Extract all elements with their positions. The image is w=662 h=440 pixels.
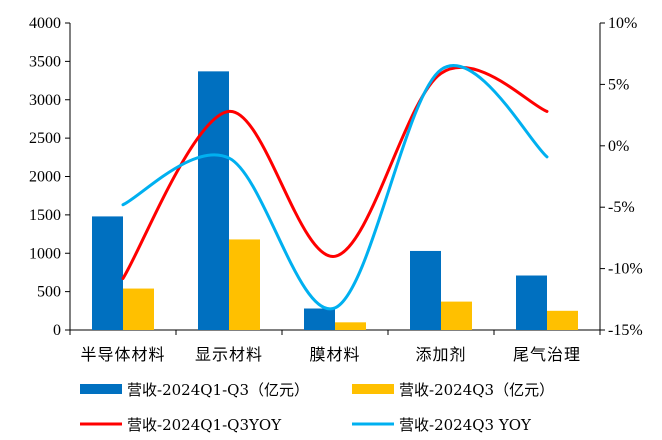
lines [121,64,549,311]
x-category-label: 显示材料 [195,345,263,364]
y-right-tick-label: -5% [608,199,635,216]
y-left-tick-label: 3000 [29,92,61,109]
y-right-tick-label: 0% [608,138,629,155]
bar-q3 [441,301,472,330]
bar-q1-q3 [198,71,229,330]
bar-q3 [229,239,260,330]
bar-q1-q3 [410,250,441,330]
bar-q3 [335,322,366,330]
line-q1-q3-yoy [121,65,549,280]
legend: 营收-2024Q1-Q3（亿元） 营收-2024Q3（亿元） 营收-2024Q1-Q… [80,381,554,434]
y-left-tick-label: 3500 [29,53,61,70]
y-right-tick-label: 10% [608,15,637,32]
y-left-tick-label: 500 [37,284,61,301]
legend-label: 营收-2024Q1-Q3YOY [127,416,282,434]
legend-label: 营收-2024Q3 YOY [399,416,532,434]
bar-q1-q3 [92,216,123,330]
bar-q1-q3 [304,308,335,330]
legend-label: 营收-2024Q1-Q3（亿元） [127,381,309,399]
bar-q3 [547,310,578,330]
x-category-label: 添加剂 [415,345,466,364]
line-q3-yoy [121,64,549,311]
y-left-tick-label: 1000 [29,245,61,262]
axes: 0 500 1000 1500 2000 2500 3000 3500 4000 -15% -10%… [29,15,643,364]
bar-q1-q3 [516,275,547,330]
y-right-tick-label: -15% [608,322,643,339]
x-category-label: 膜材料 [309,345,360,364]
bar-q3 [123,288,154,330]
legend-swatch-bar [352,384,394,394]
legend-label: 营收-2024Q3（亿元） [399,381,554,399]
y-left-tick-label: 0 [53,322,61,339]
y-left-tick-label: 2000 [29,169,61,186]
bars [92,71,578,330]
y-right-tick-label: -10% [608,261,643,278]
x-category-label: 半导体材料 [80,345,165,364]
x-category-label: 尾气治理 [513,345,581,364]
legend-swatch-bar [80,384,122,394]
y-left-tick-label: 1500 [29,207,61,224]
y-left-tick-label: 2500 [29,130,61,147]
y-right-tick-label: 5% [608,76,629,93]
y-left-tick-label: 4000 [29,15,61,32]
